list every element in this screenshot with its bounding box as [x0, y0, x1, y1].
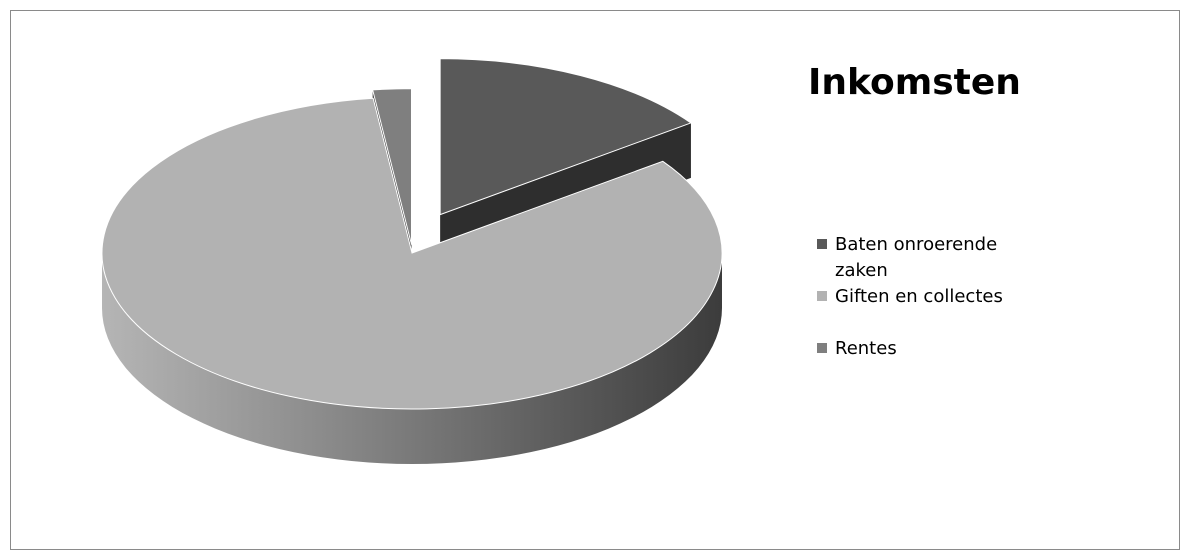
pie-chart: [101, 58, 723, 464]
legend-label-rentes: Rentes: [835, 338, 897, 359]
slice-giften-side: [102, 253, 722, 464]
legend-label-giften: Giften en collectes: [835, 286, 1003, 307]
slice-rentes: [372, 88, 412, 245]
pie-tops: [101, 58, 723, 410]
legend-swatch-baten: [817, 239, 827, 249]
legend-item-giften: Giften en collectes: [815, 284, 1025, 336]
legend-item-rentes: Rentes: [815, 336, 1025, 362]
legend-swatch-giften: [817, 291, 827, 301]
slice-baten: [439, 58, 693, 216]
legend-item-baten: Baten onroerende zaken: [815, 232, 1025, 284]
chart-legend: Baten onroerende zaken Giften en collect…: [815, 232, 1025, 362]
legend-swatch-rentes: [817, 343, 827, 353]
chart-title: Inkomsten: [808, 62, 1021, 103]
legend-label-baten: Baten onroerende zaken: [835, 234, 998, 281]
slice-giften: [101, 97, 723, 410]
